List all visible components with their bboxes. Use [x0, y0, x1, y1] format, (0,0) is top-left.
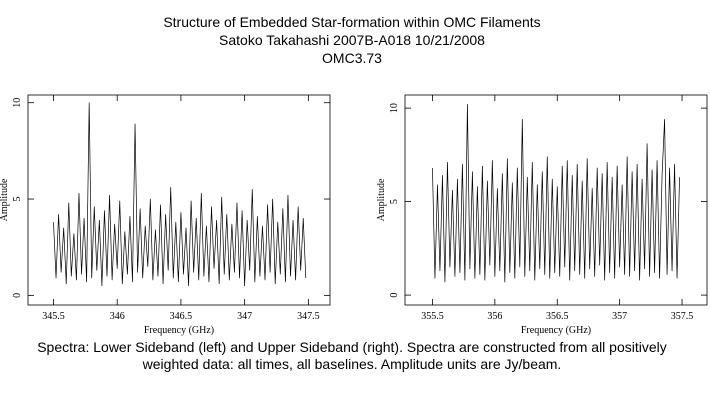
x-tick-label: 347 — [237, 311, 252, 322]
x-tick-label: 346.5 — [170, 311, 193, 322]
title-line: Structure of Embedded Star-formation wit… — [163, 14, 540, 30]
spectrum-line — [53, 102, 307, 287]
spectrum-line — [432, 104, 680, 283]
x-tick-label: 357 — [612, 311, 627, 322]
plot-frame — [404, 94, 708, 306]
x-tick-label: 356 — [487, 311, 502, 322]
y-axis-label: Amplitude — [0, 178, 10, 221]
y-tick-label: 10 — [389, 103, 400, 113]
x-tick-label: 347.5 — [297, 311, 320, 322]
x-tick-label: 355.5 — [421, 311, 444, 322]
x-tick-label: 345.5 — [42, 311, 65, 322]
y-axis-label: Amplitude — [376, 178, 387, 221]
x-axis-label: Frequency (GHz) — [144, 325, 214, 336]
y-tick-label: 5 — [12, 197, 23, 202]
title-line: OMC3.73 — [322, 50, 382, 66]
x-tick-label: 346 — [110, 311, 125, 322]
caption-line: weighted data: all times, all baselines.… — [142, 356, 562, 372]
x-tick-label: 357.5 — [671, 311, 694, 322]
title-line: Satoko Takahashi 2007B-A018 10/21/2008 — [219, 32, 485, 48]
x-tick-label: 356.5 — [546, 311, 569, 322]
x-axis-label: Frequency (GHz) — [521, 325, 591, 336]
y-tick-label: 10 — [12, 98, 23, 108]
caption-line: Spectra: Lower Sideband (left) and Upper… — [37, 339, 667, 355]
y-tick-label: 0 — [12, 293, 23, 298]
y-tick-label: 0 — [389, 293, 400, 298]
plot-frame — [27, 94, 331, 306]
y-tick-label: 5 — [389, 199, 400, 204]
